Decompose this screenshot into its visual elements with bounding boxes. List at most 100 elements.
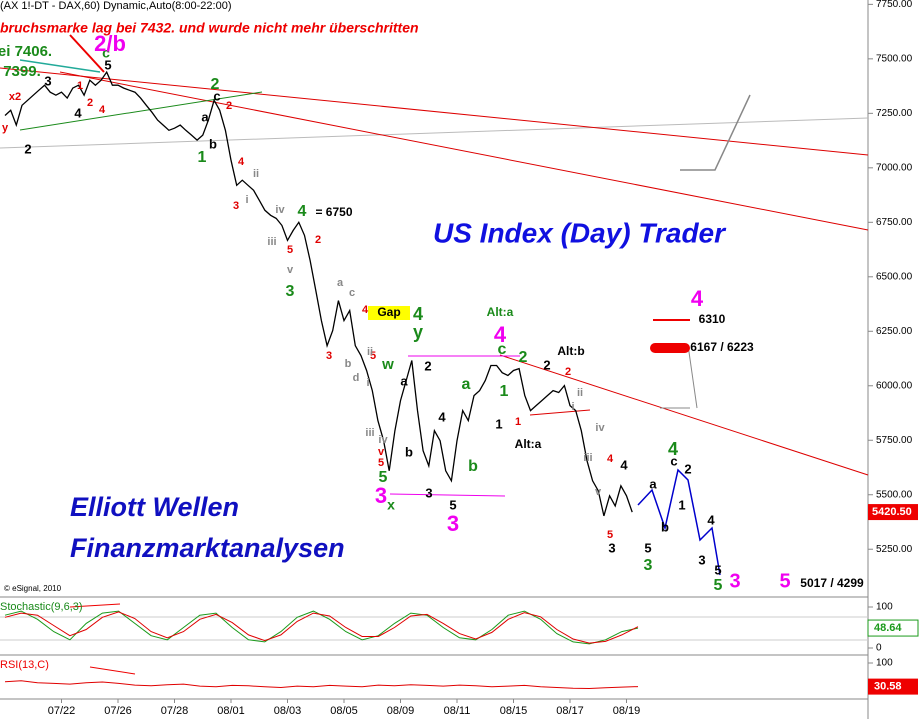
y-tick-label: 6250.00 (876, 326, 913, 337)
wave-label: 3 (233, 200, 239, 212)
wave-label: v (287, 264, 294, 276)
wave-label: v (595, 486, 602, 498)
wave-label: = 6750 (315, 205, 352, 219)
wave-label: Gap (377, 305, 400, 319)
series-line (4, 610, 639, 645)
trend-line (0, 67, 869, 156)
wave-label: ii (577, 387, 583, 399)
wave-label: 3 (44, 73, 51, 88)
series-line (4, 70, 633, 517)
x-tick-label: 07/26 (104, 705, 132, 717)
arrow (69, 34, 105, 73)
wave-label: 2 (424, 358, 431, 373)
x-tick-label: 08/01 (217, 705, 245, 717)
wave-label: w (381, 356, 394, 373)
trend-line (19, 91, 263, 131)
wave-label: iv (378, 434, 388, 446)
wave-label: c (349, 287, 355, 299)
wave-label: 4 (620, 457, 628, 472)
wave-label: 3 (698, 552, 705, 567)
wave-label: ii (253, 168, 259, 180)
wave-label: 4 (707, 512, 715, 527)
value-tag (868, 678, 918, 695)
trend-line (0, 117, 869, 149)
y-tick-label: 100 (876, 602, 893, 613)
wave-label: 1 (678, 497, 685, 512)
wave-label: 2 (565, 366, 571, 378)
x-tick-label: 07/22 (48, 705, 76, 717)
wave-label: 4 (99, 104, 106, 116)
wave-label: 3 (286, 283, 295, 300)
x-tick-label: 08/15 (500, 705, 528, 717)
wave-label: 5 (378, 457, 384, 469)
gap-box (368, 306, 410, 320)
y-tick-label: 7000.00 (876, 162, 913, 173)
wave-label: c (498, 341, 507, 358)
copyright: © eSignal, 2010 (4, 584, 62, 593)
value-tag (868, 504, 918, 521)
wave-label: 1 (495, 416, 502, 431)
wave-label: 3 (447, 511, 459, 536)
wave-label: iii (583, 452, 592, 464)
wave-label: 3 (608, 540, 615, 555)
wave-label: b (405, 444, 413, 459)
wave-label: 2 (519, 349, 528, 366)
wave-label: 5 (379, 469, 388, 486)
wave-label: 7399. (3, 63, 41, 80)
wave-label: iv (275, 204, 285, 216)
wave-label: x2 (9, 91, 21, 103)
header: (AX 1!-DT - DAX,60) Dynamic,Auto(8:00-22… (0, 0, 232, 12)
arrow (19, 59, 101, 73)
wave-label: Alt:a (515, 437, 542, 451)
wave-label: 5 (104, 57, 111, 72)
wave-label: i (571, 401, 574, 413)
wave-label: 3 (326, 350, 332, 362)
wave-label: 6167 / 6223 (690, 340, 754, 354)
wave-label: 5 (714, 562, 721, 577)
wave-label: 2 (315, 234, 321, 246)
divergence-line (89, 666, 136, 675)
y-tick-label: 7750.00 (876, 0, 913, 10)
wave-label: 5 (449, 497, 456, 512)
x-tick-label: 08/03 (274, 705, 302, 717)
wave-label: 2 (684, 461, 691, 476)
wave-label: 5 (287, 244, 293, 256)
y-tick-label: 0 (876, 643, 882, 654)
wave-label: 1 (515, 416, 521, 428)
wave-label: 3 (375, 483, 387, 508)
wave-label: 6310 (699, 312, 726, 326)
channel-line (389, 493, 506, 497)
wave-label: iv (595, 422, 605, 434)
wave-label: 5 (644, 540, 651, 555)
wave-label: 5 (714, 577, 723, 594)
projection (680, 94, 751, 171)
wave-label: i (245, 194, 248, 206)
wave-label: 3 (729, 570, 740, 592)
wave-label: 2 (24, 141, 31, 156)
wave-label: 2 (211, 76, 220, 93)
wave-label: 4 (74, 105, 82, 120)
y-tick-label: 7250.00 (876, 108, 913, 119)
wave-label: Alt:a (487, 305, 514, 319)
wave-label: 5 (370, 350, 376, 362)
wave-label: 4 (298, 203, 307, 220)
y-tick-label: 6500.00 (876, 271, 913, 282)
y-tick-label: 100 (876, 658, 893, 669)
projection (687, 344, 698, 409)
wave-label: b (345, 358, 352, 370)
wave-label: 2 (226, 100, 232, 112)
wave-label: a (400, 373, 408, 388)
wave-label: a (337, 277, 344, 289)
projection (637, 468, 721, 576)
wave-label: y (413, 322, 423, 342)
wave-label: b (209, 136, 217, 151)
wave-label: c (102, 45, 110, 61)
series-line (4, 680, 639, 690)
x-tick-label: 08/17 (556, 705, 584, 717)
wave-label: 1 (77, 80, 83, 92)
wave-label: 5 (607, 529, 613, 541)
wave-label: b (661, 519, 669, 534)
x-tick-label: 08/09 (387, 705, 415, 717)
divergence-line (69, 603, 121, 608)
